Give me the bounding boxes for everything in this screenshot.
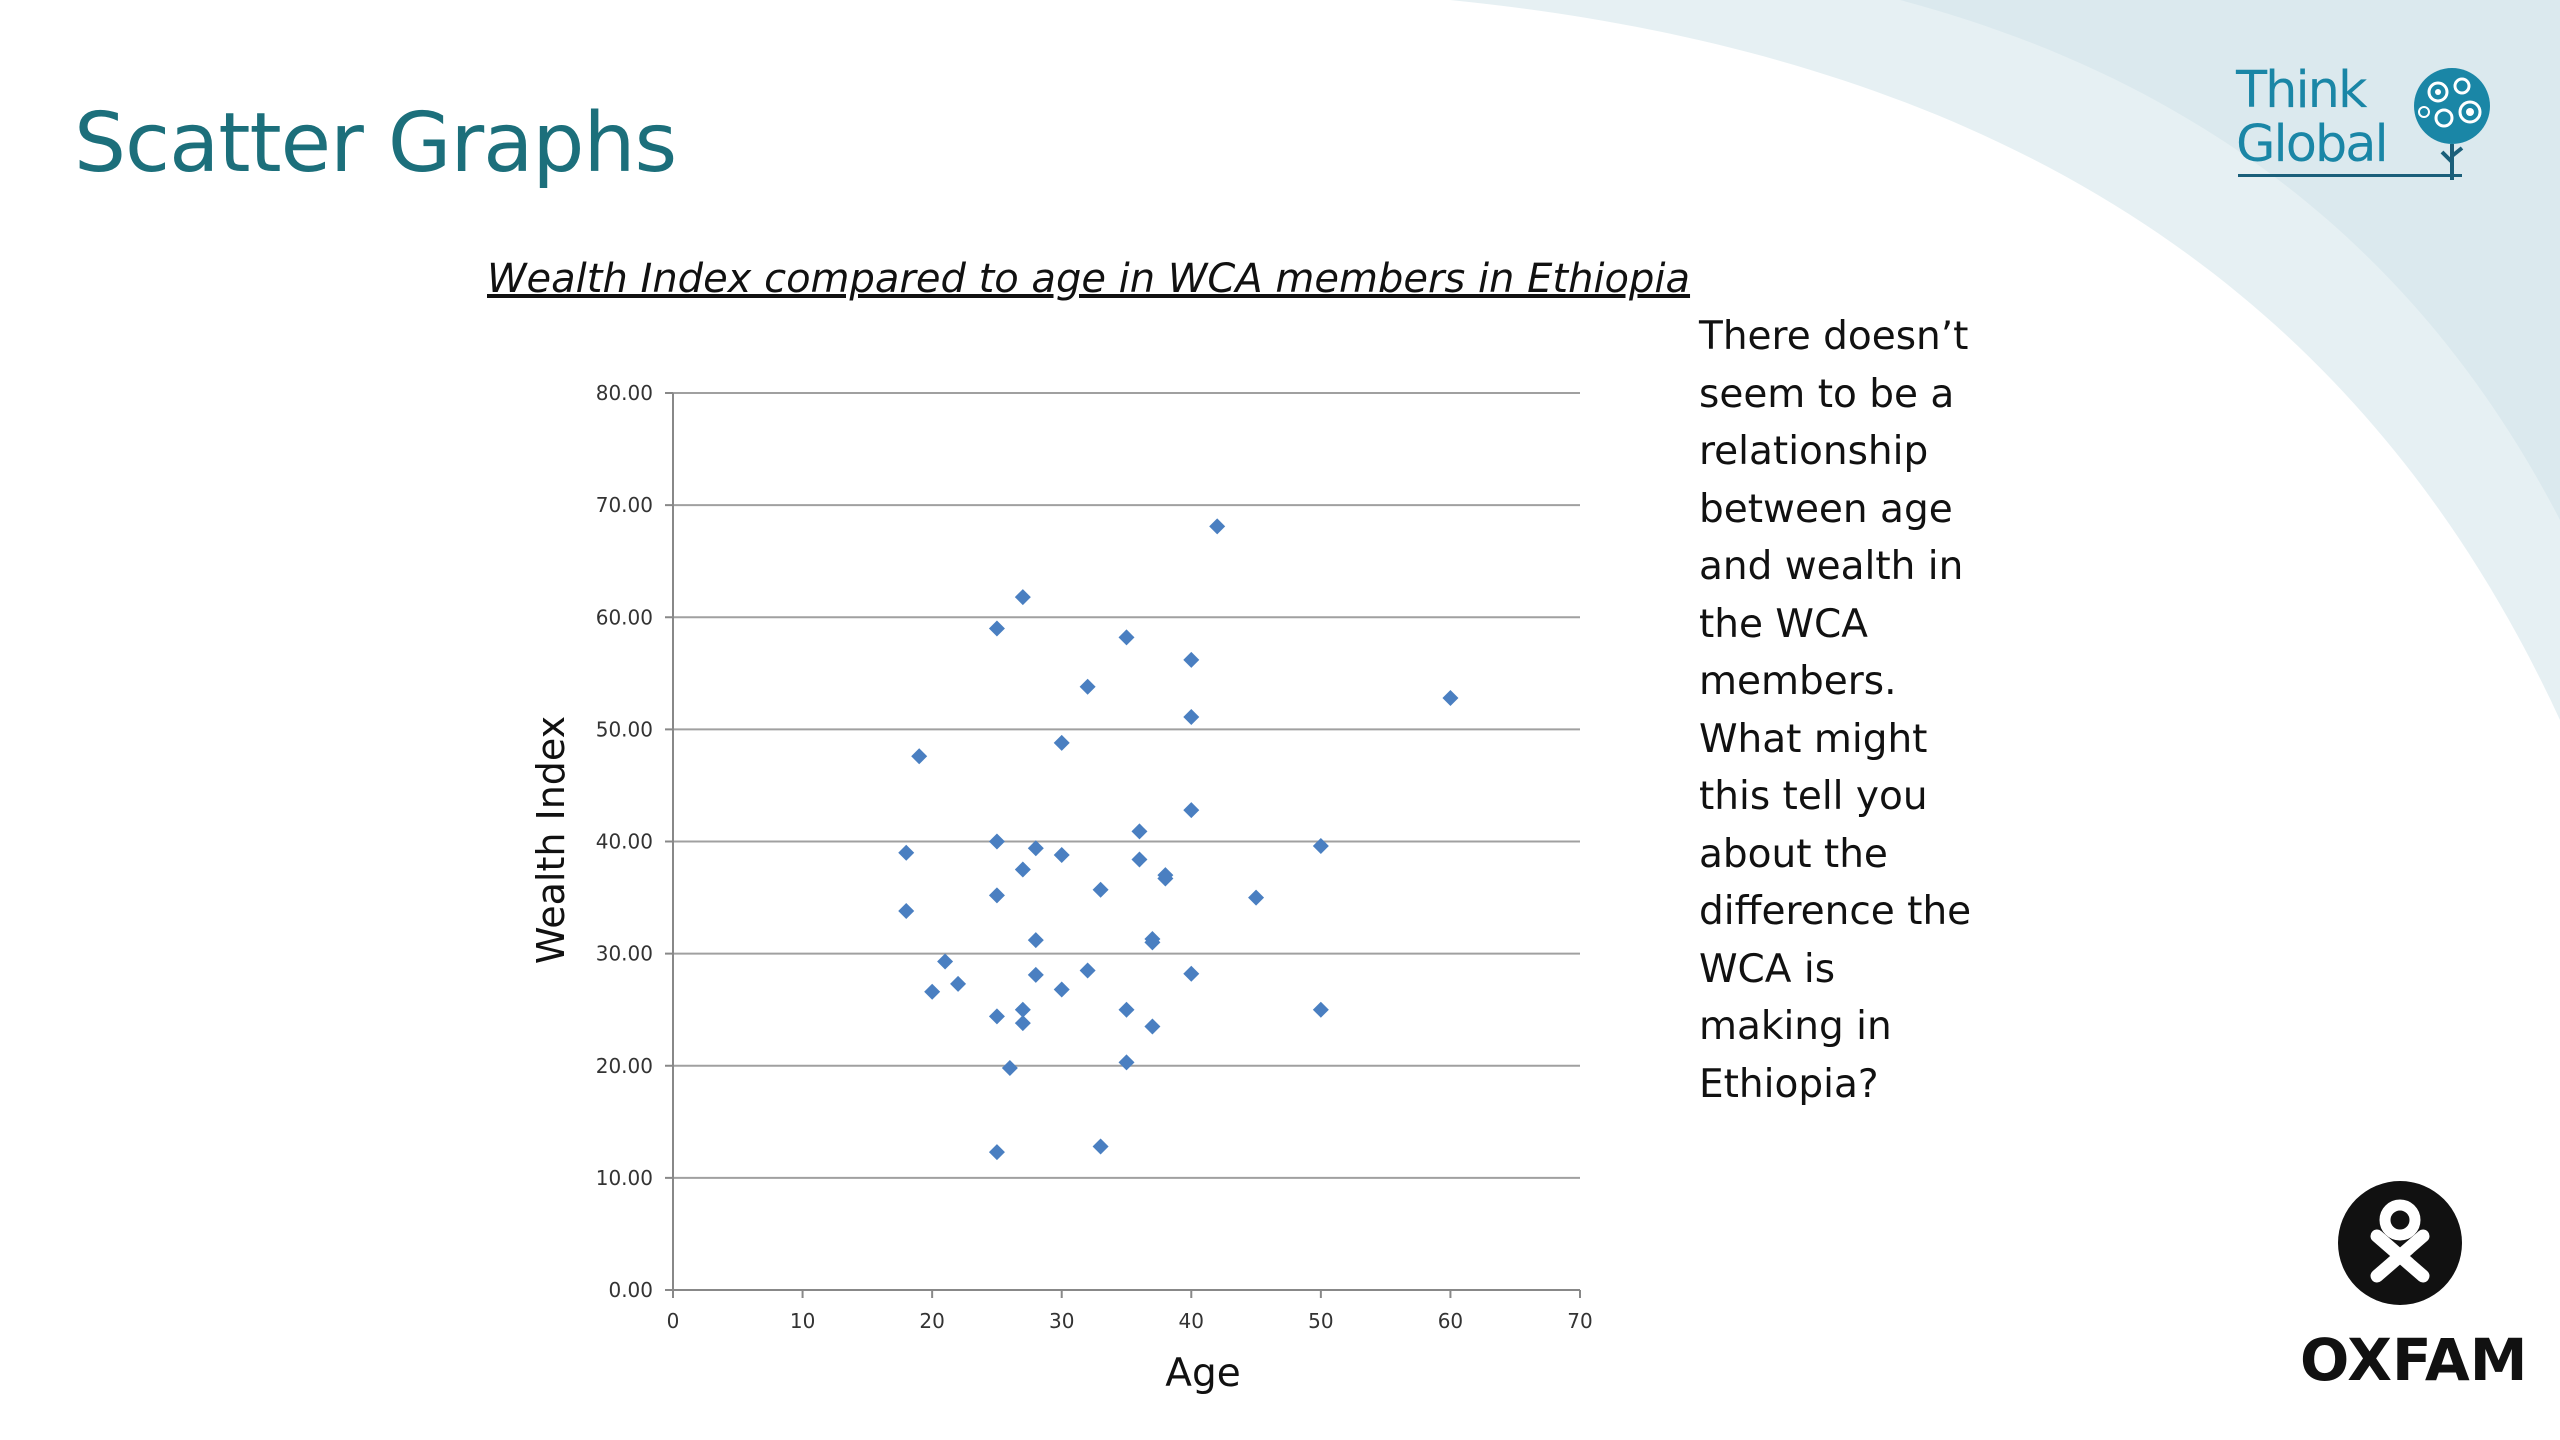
data-point [1144,934,1161,951]
oxfam-wordmark: OXFAM [2300,1326,2528,1394]
data-point [1079,962,1096,979]
data-point [1183,651,1200,668]
data-point [1144,1018,1161,1035]
data-point [1027,932,1044,949]
x-tick-labels: 0 10 20 30 40 50 60 70 [667,1309,1593,1333]
x-tick-label: 0 [667,1309,680,1333]
y-tick-label: 20.00 [596,1054,653,1078]
data-point [1131,823,1148,840]
data-point [924,983,941,1000]
data-point [1312,837,1329,854]
data-point [1014,861,1031,878]
y-tick-label: 30.00 [596,942,653,966]
data-point [1092,881,1109,898]
data-point [1209,518,1226,535]
data-point [1183,709,1200,726]
data-point [1118,1054,1135,1071]
data-point [898,903,915,920]
x-tick-label: 30 [1049,1309,1074,1333]
oxfam-mark-icon [2338,1181,2462,1305]
data-point [1183,965,1200,982]
data-point [1053,734,1070,751]
data-point [988,833,1005,850]
data-point [1014,589,1031,606]
x-tick-label: 40 [1179,1309,1204,1333]
axes [665,392,1581,1298]
data-point [988,1008,1005,1025]
commentary-text: There doesn’t seem to be a relationship … [1699,314,1972,1107]
globe-tree-icon [2414,68,2490,180]
x-tick-label: 50 [1308,1309,1333,1333]
slide-title: Scatter Graphs [74,96,677,191]
data-point [1183,802,1200,819]
data-point [1001,1059,1018,1076]
x-tick-label: 70 [1567,1309,1592,1333]
data-point [1027,966,1044,983]
data-point [1053,846,1070,863]
y-tick-label: 60.00 [596,605,653,629]
chart-title: Wealth Index compared to age in WCA memb… [487,256,1691,302]
data-point [898,844,915,861]
y-tick-label: 50.00 [596,717,653,741]
data-point [1312,1001,1329,1018]
x-tick-label: 10 [790,1309,815,1333]
data-point [988,887,1005,904]
x-tick-label: 20 [919,1309,944,1333]
data-points [898,518,1459,1161]
think-global-underline [2238,174,2462,177]
y-axis-label: Wealth Index [529,716,573,964]
x-tick-label: 60 [1438,1309,1463,1333]
y-tick-label: 80.00 [596,381,653,405]
data-point [1014,1015,1031,1032]
think-global-logo: Think Global [2236,64,2496,184]
y-tick-label: 10.00 [596,1166,653,1190]
data-point [1248,889,1265,906]
data-point [1131,851,1148,868]
data-point [1053,981,1070,998]
data-point [950,975,967,992]
data-point [1442,689,1459,706]
think-global-wordmark: Think Global [2236,61,2389,174]
gridlines [673,392,1580,1179]
y-tick-labels: 0.00 10.00 20.00 30.00 40.00 50.00 60.00 70.00 8… [596,381,653,1302]
data-point [1027,840,1044,857]
data-point [988,620,1005,637]
y-tick-label: 70.00 [596,493,653,517]
data-point [911,748,928,765]
data-point [1118,1001,1135,1018]
y-tick-label: 0.00 [608,1278,653,1302]
data-point [1092,1138,1109,1155]
x-axis-label: Age [1165,1351,1240,1396]
oxfam-logo: OXFAM [2300,1180,2528,1400]
data-point [1014,1001,1031,1018]
data-point [1118,629,1135,646]
data-point [1157,870,1174,887]
data-point [937,953,954,970]
y-tick-label: 40.00 [596,830,653,854]
data-point [1079,678,1096,695]
data-point [988,1144,1005,1161]
